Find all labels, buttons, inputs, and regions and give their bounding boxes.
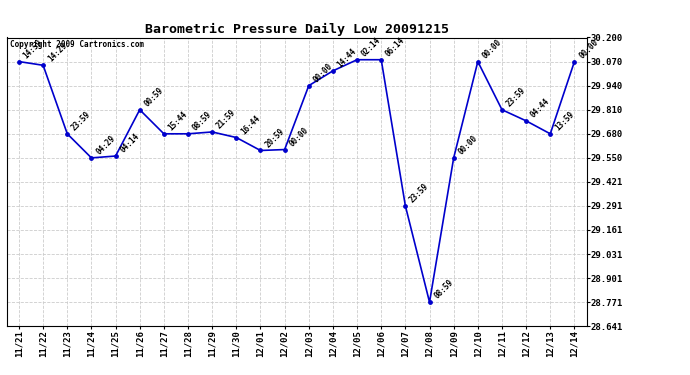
Text: 04:14: 04:14 xyxy=(119,132,141,154)
Point xyxy=(472,58,483,64)
Point xyxy=(134,107,145,113)
Point xyxy=(545,131,556,137)
Text: 23:59: 23:59 xyxy=(408,182,431,204)
Text: 15:44: 15:44 xyxy=(167,110,189,132)
Text: 00:00: 00:00 xyxy=(457,134,479,156)
Text: 00:59: 00:59 xyxy=(143,86,165,108)
Text: 14:44: 14:44 xyxy=(336,47,358,69)
Text: 14:59: 14:59 xyxy=(22,38,44,60)
Text: 00:00: 00:00 xyxy=(312,62,334,84)
Text: 00:00: 00:00 xyxy=(288,126,310,148)
Point xyxy=(62,131,73,137)
Point xyxy=(279,147,290,153)
Text: 20:59: 20:59 xyxy=(264,126,286,149)
Point xyxy=(351,57,363,63)
Point xyxy=(37,62,48,68)
Text: 14:29: 14:29 xyxy=(46,41,68,64)
Text: 06:14: 06:14 xyxy=(384,36,406,58)
Point xyxy=(520,118,531,124)
Point xyxy=(158,131,169,137)
Point xyxy=(424,299,435,305)
Point xyxy=(303,82,314,88)
Point xyxy=(14,58,25,64)
Text: 21:59: 21:59 xyxy=(215,108,237,130)
Text: Copyright 2009 Cartronics.com: Copyright 2009 Cartronics.com xyxy=(10,40,144,50)
Point xyxy=(110,153,121,159)
Text: 08:59: 08:59 xyxy=(191,110,213,132)
Point xyxy=(400,203,411,209)
Title: Barometric Pressure Daily Low 20091215: Barometric Pressure Daily Low 20091215 xyxy=(145,23,448,36)
Text: 23:59: 23:59 xyxy=(505,86,527,108)
Point xyxy=(448,155,460,161)
Text: 08:59: 08:59 xyxy=(433,278,455,301)
Point xyxy=(497,107,508,113)
Text: 23:59: 23:59 xyxy=(70,110,92,132)
Text: 13:59: 13:59 xyxy=(553,110,575,132)
Point xyxy=(328,68,339,74)
Point xyxy=(255,147,266,153)
Text: 02:14: 02:14 xyxy=(360,36,382,58)
Point xyxy=(182,131,193,137)
Point xyxy=(569,58,580,64)
Point xyxy=(375,57,386,63)
Point xyxy=(86,155,97,161)
Text: 04:29: 04:29 xyxy=(95,134,117,156)
Text: 04:44: 04:44 xyxy=(529,97,551,120)
Point xyxy=(207,129,218,135)
Text: 16:44: 16:44 xyxy=(239,113,262,136)
Text: 00:00: 00:00 xyxy=(578,38,600,60)
Text: 00:00: 00:00 xyxy=(481,38,503,60)
Point xyxy=(230,135,241,141)
